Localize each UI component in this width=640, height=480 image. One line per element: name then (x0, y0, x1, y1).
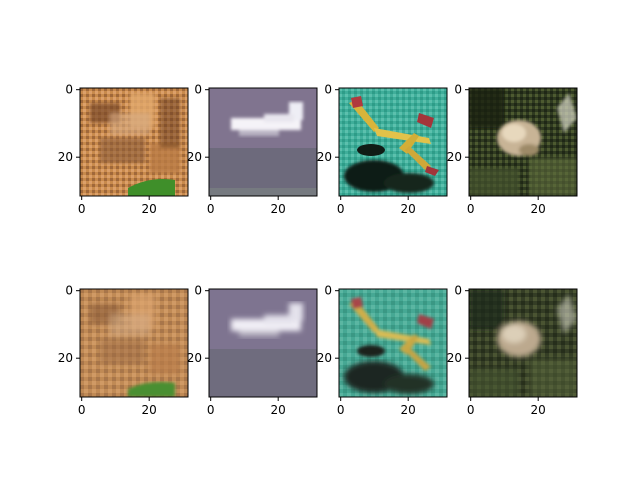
y-tick-label: 0 (324, 83, 332, 97)
y-tick-label: 0 (324, 284, 332, 298)
y-tick-label: 20 (447, 150, 462, 164)
y-tick-label: 0 (65, 83, 73, 97)
x-tick-label: 20 (142, 403, 157, 417)
y-tick-label: 20 (58, 150, 73, 164)
panel-r2c4 (468, 288, 578, 398)
x-tick-label: 0 (207, 202, 215, 216)
panel-r1c4 (468, 87, 578, 197)
airplane-sky-image (209, 88, 317, 196)
panel-r1c3 (338, 87, 448, 197)
frog-foliage-image (469, 88, 577, 196)
seaplane-water-image (339, 88, 447, 196)
x-tick-label: 20 (271, 403, 286, 417)
panel-r1c1 (79, 87, 189, 197)
seaplane-water-reconstruction-image (339, 289, 447, 397)
fur-texture-image (80, 88, 188, 196)
y-tick-label: 20 (317, 351, 332, 365)
x-tick-label: 0 (207, 403, 215, 417)
x-tick-label: 20 (271, 202, 286, 216)
x-tick-label: 20 (401, 202, 416, 216)
y-tick-label: 20 (187, 351, 202, 365)
x-tick-label: 20 (531, 403, 546, 417)
y-tick-label: 0 (454, 284, 462, 298)
x-tick-label: 20 (401, 403, 416, 417)
panel-r2c2 (208, 288, 318, 398)
x-tick-label: 20 (531, 202, 546, 216)
y-tick-label: 20 (187, 150, 202, 164)
x-tick-label: 0 (467, 202, 475, 216)
panel-r1c2 (208, 87, 318, 197)
y-tick-label: 0 (454, 83, 462, 97)
x-tick-label: 0 (78, 403, 86, 417)
y-tick-label: 0 (194, 83, 202, 97)
x-tick-label: 20 (142, 202, 157, 216)
y-tick-label: 20 (58, 351, 73, 365)
frog-foliage-reconstruction-image (469, 289, 577, 397)
x-tick-label: 0 (467, 403, 475, 417)
panel-r2c3 (338, 288, 448, 398)
airplane-sky-reconstruction-image (209, 289, 317, 397)
y-tick-label: 0 (194, 284, 202, 298)
x-tick-label: 0 (337, 202, 345, 216)
y-tick-label: 20 (317, 150, 332, 164)
panel-r2c1 (79, 288, 189, 398)
y-tick-label: 0 (65, 284, 73, 298)
x-tick-label: 0 (78, 202, 86, 216)
x-tick-label: 0 (337, 403, 345, 417)
fur-texture-reconstruction-image (80, 289, 188, 397)
axes-tick-labels: 0 0 20 20 0 0 20 20 0 0 20 20 0 0 20 20 0 0 20 20 0 0 20 20 0 0 20… (58, 83, 546, 417)
y-tick-label: 20 (447, 351, 462, 365)
